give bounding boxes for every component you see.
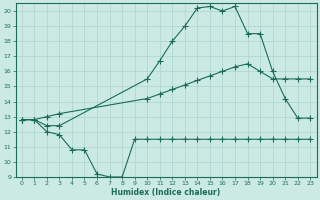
X-axis label: Humidex (Indice chaleur): Humidex (Indice chaleur) — [111, 188, 221, 197]
